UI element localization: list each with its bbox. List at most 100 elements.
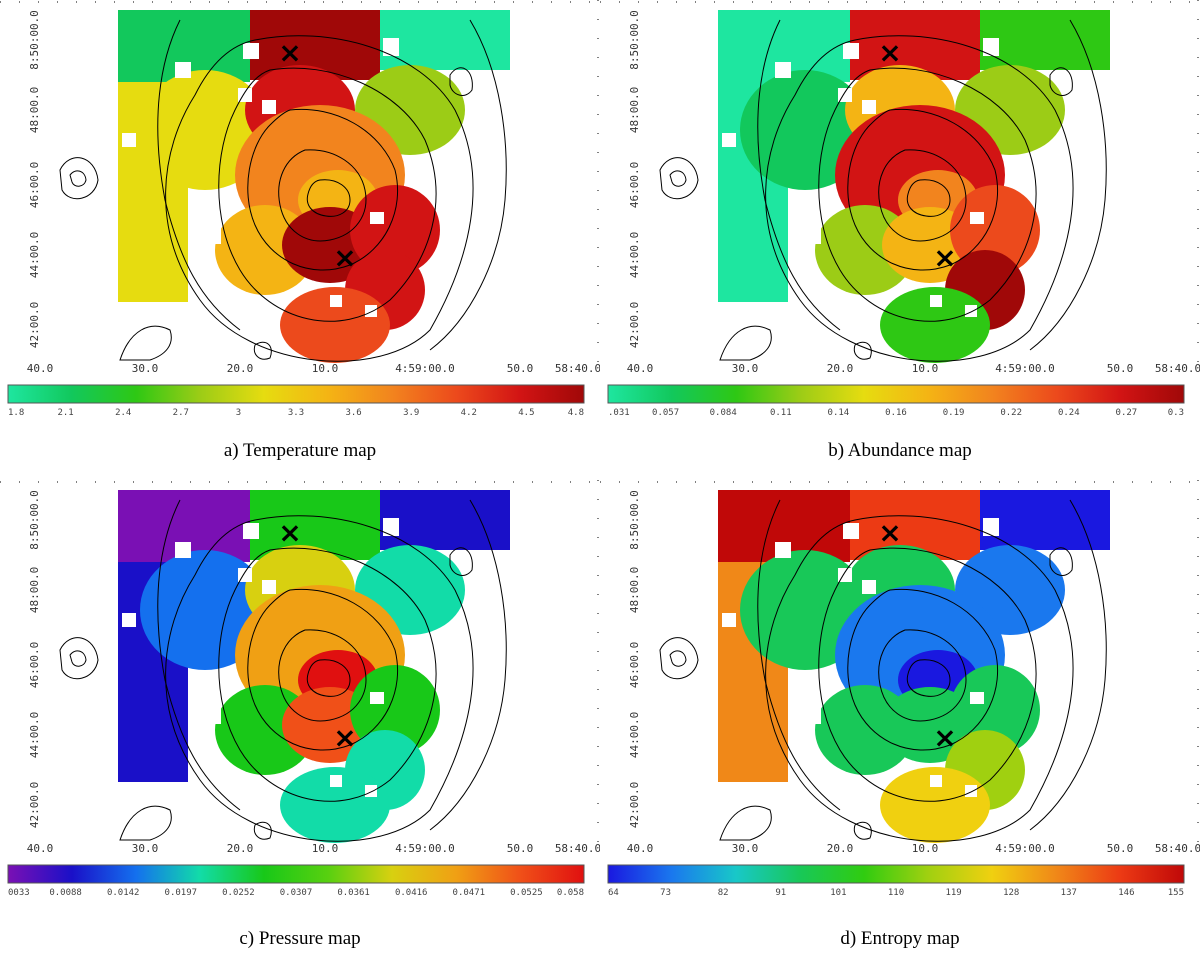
excluded-source	[805, 228, 821, 244]
bin-top-right	[980, 490, 1110, 550]
colorbar	[607, 864, 1185, 884]
galaxy-marker: ×	[278, 36, 301, 69]
excluded-source	[205, 228, 221, 244]
bin-top-right	[380, 490, 510, 550]
colorbar-tick-label: 73	[660, 888, 671, 898]
x-tick-label: 58:40.0	[1155, 842, 1200, 855]
y-tick-label: 42:00.0	[628, 782, 641, 828]
xray-contour	[218, 547, 437, 802]
panel-abundance: × × 8:50:00.0 48:00.0 46:00.0 44:00.0 42:00.0 4…	[600, 0, 1200, 480]
y-tick-label: 46:00.0	[628, 642, 641, 688]
colorbar-tick-label: 0.0361	[337, 888, 370, 898]
colorbar-tick-label: 0.0088	[49, 888, 82, 898]
x-tick-label: 30.0	[132, 362, 159, 375]
excluded-source	[843, 523, 859, 539]
excluded-source	[983, 38, 999, 56]
y-tick-label: 48:00.0	[628, 567, 641, 613]
x-tick-label: 20.0	[827, 362, 854, 375]
x-tick-label: 10.0	[912, 362, 939, 375]
colorbar-tick-label: 2.1	[57, 408, 73, 418]
y-tick-label: 8:50:00.0	[28, 10, 41, 70]
excluded-source	[930, 295, 942, 307]
xray-contour	[853, 821, 872, 840]
colorbar-tick-label: 137	[1061, 888, 1077, 898]
colorbar-tick-label: .031	[608, 408, 630, 418]
y-tick-label: 42:00.0	[28, 302, 41, 348]
panel-entropy: × × 8:50:00.0 48:00.0 46:00.0 44:00.0 42:00.0 4…	[600, 480, 1200, 960]
galaxy-marker: ×	[933, 241, 956, 274]
galaxy-marker: ×	[878, 36, 901, 69]
y-tick-label: 46:00.0	[28, 642, 41, 688]
excluded-source	[175, 542, 191, 558]
panel-pressure: × × 8:50:00.0 48:00.0 46:00.0 44:00.0 42:00.0 4…	[0, 480, 600, 960]
colorbar-tick-label: 64	[608, 888, 619, 898]
xray-contour	[818, 547, 1037, 802]
x-tick-label: 4:59:00.0	[995, 362, 1055, 375]
xray-contour	[449, 67, 473, 96]
x-tick-label: 50.0	[507, 362, 534, 375]
colorbar-tick-label: 110	[888, 888, 904, 898]
y-tick-label: 42:00.0	[28, 782, 41, 828]
xray-contour	[449, 547, 473, 576]
colorbar-tick-label: 3	[236, 408, 241, 418]
colorbar-tick-label: 2.7	[173, 408, 189, 418]
xray-contour	[906, 179, 951, 217]
x-tick-label: 20.0	[227, 842, 254, 855]
y-tick-label: 48:00.0	[28, 87, 41, 133]
xray-contour	[165, 35, 474, 362]
colorbar-tick-label: 0.22	[1000, 408, 1022, 418]
bin-top-right	[980, 10, 1110, 70]
excluded-source	[965, 305, 977, 317]
xray-contour	[847, 108, 999, 271]
xray-contour	[59, 157, 99, 200]
entropy-caption: d) Entropy map	[840, 928, 960, 949]
xray-contour	[157, 499, 507, 831]
bin-bottom	[880, 287, 990, 363]
xray-contour	[165, 515, 474, 842]
excluded-source	[722, 613, 736, 627]
abundance-caption: b) Abundance map	[828, 440, 972, 461]
x-tick-label: 10.0	[912, 842, 939, 855]
colorbar-tick-label: 0.084	[710, 408, 737, 418]
galaxy-marker: ×	[278, 516, 301, 549]
xray-contour	[719, 325, 772, 361]
excluded-source	[383, 38, 399, 56]
x-tick-label: 50.0	[1107, 362, 1134, 375]
colorbar-tick-label: 0.0416	[395, 888, 428, 898]
galaxy-marker: ×	[333, 241, 356, 274]
x-tick-label: 40.0	[627, 362, 654, 375]
colorbar-tick-label: 0.24	[1058, 408, 1080, 418]
abundance-figure: × × 8:50:00.0 48:00.0 46:00.0 44:00.0 42:00.0 4…	[600, 0, 1200, 418]
excluded-source	[330, 295, 342, 307]
y-tick-label: 8:50:00.0	[628, 10, 641, 70]
colorbar-tick-label: 0033	[8, 888, 30, 898]
colorbar-tick-label: 82	[718, 888, 729, 898]
colorbar-tick-label: 119	[945, 888, 961, 898]
excluded-source	[983, 518, 999, 536]
colorbar-tick-label: 101	[830, 888, 846, 898]
xray-contour	[765, 515, 1074, 842]
bin-bottom	[280, 287, 390, 363]
excluded-source	[330, 775, 342, 787]
xray-contour	[878, 149, 967, 242]
colorbar-tick-label: 0.0197	[165, 888, 198, 898]
x-tick-label: 40.0	[27, 362, 54, 375]
excluded-source	[965, 785, 977, 797]
x-tick-label: 30.0	[732, 362, 759, 375]
colorbar-tick-label: 0.0525	[510, 888, 543, 898]
excluded-source	[805, 708, 821, 724]
excluded-source	[383, 518, 399, 536]
excluded-source	[365, 305, 377, 317]
xray-contour	[278, 149, 367, 242]
xray-contour	[157, 19, 507, 351]
excluded-source	[365, 785, 377, 797]
y-tick-label: 44:00.0	[28, 232, 41, 278]
y-tick-label: 44:00.0	[628, 232, 641, 278]
xray-contour	[306, 179, 351, 217]
colorbar-tick-label: 0.057	[652, 408, 679, 418]
x-tick-label: 50.0	[1107, 842, 1134, 855]
x-tick-label: 30.0	[132, 842, 159, 855]
xray-contour	[847, 588, 999, 751]
xray-contour	[719, 805, 772, 841]
colorbar	[607, 384, 1185, 404]
